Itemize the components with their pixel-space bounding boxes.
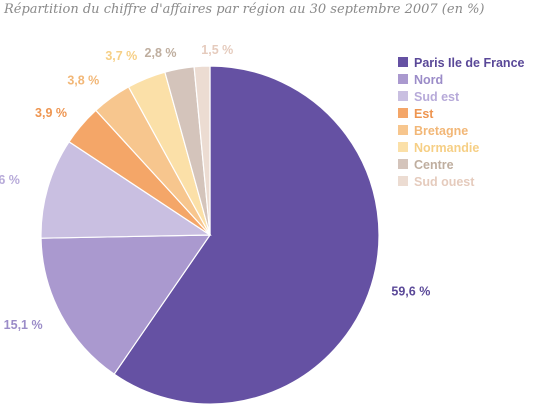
slice-value-label: 3,7 % <box>105 49 137 63</box>
legend-swatch <box>398 159 408 169</box>
slice-value-label: 2,8 % <box>145 46 177 60</box>
legend-label: Centre <box>414 158 454 172</box>
legend-swatch <box>398 57 408 67</box>
slice-labels: 59,6 % 15,1 % 9,6 % 3,9 % 3,8 % 3,7 % 2,8 % 1,5… <box>0 43 430 332</box>
legend-label: Sud est <box>414 90 460 104</box>
legend-label: Sud ouest <box>414 175 475 189</box>
slice-value-label: 9,6 % <box>0 173 20 187</box>
pie-slice <box>113 65 380 405</box>
slice-value-label: 3,9 % <box>35 106 67 120</box>
legend-swatch <box>398 142 408 152</box>
legend-label: Paris Ile de France <box>414 56 525 70</box>
pie-slice <box>40 140 212 239</box>
legend-label: Normandie <box>414 141 479 155</box>
legend-swatch <box>398 176 408 186</box>
legend-label: Est <box>414 107 434 121</box>
legend-label: Nord <box>414 73 443 87</box>
pie-slice <box>40 234 212 376</box>
legend-swatch <box>398 125 408 135</box>
slice-value-label: 15,1 % <box>4 318 43 332</box>
legend-swatch <box>398 74 408 84</box>
slice-value-label: 1,5 % <box>201 43 233 57</box>
slice-value-label: 59,6 % <box>391 284 430 298</box>
legend: Paris Ile de France Nord Sud est Est Bretagn… <box>398 56 525 189</box>
chart-title: Répartition du chiffre d'affaires par ré… <box>4 2 485 17</box>
slice-value-label: 3,8 % <box>67 74 99 88</box>
legend-swatch <box>398 91 408 101</box>
legend-swatch <box>398 108 408 118</box>
pie-slices <box>40 65 380 405</box>
pie-slice <box>193 65 211 236</box>
legend-label: Bretagne <box>414 124 468 138</box>
